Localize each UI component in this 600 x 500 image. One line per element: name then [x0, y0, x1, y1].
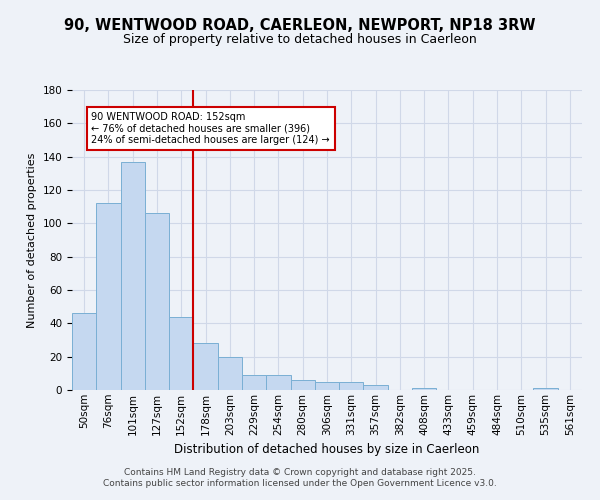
- Bar: [242, 375, 266, 390]
- X-axis label: Distribution of detached houses by size in Caerleon: Distribution of detached houses by size …: [175, 443, 479, 456]
- Bar: [266, 375, 290, 390]
- Bar: [412, 388, 436, 390]
- Bar: [145, 214, 169, 390]
- Bar: [121, 162, 145, 390]
- Bar: [290, 380, 315, 390]
- Text: 90 WENTWOOD ROAD: 152sqm
← 76% of detached houses are smaller (396)
24% of semi-: 90 WENTWOOD ROAD: 152sqm ← 76% of detach…: [91, 112, 330, 145]
- Text: Size of property relative to detached houses in Caerleon: Size of property relative to detached ho…: [123, 32, 477, 46]
- Bar: [364, 385, 388, 390]
- Bar: [96, 204, 121, 390]
- Bar: [72, 314, 96, 390]
- Bar: [339, 382, 364, 390]
- Text: Contains HM Land Registry data © Crown copyright and database right 2025.
Contai: Contains HM Land Registry data © Crown c…: [103, 468, 497, 487]
- Bar: [218, 356, 242, 390]
- Y-axis label: Number of detached properties: Number of detached properties: [27, 152, 37, 328]
- Bar: [533, 388, 558, 390]
- Bar: [315, 382, 339, 390]
- Bar: [169, 316, 193, 390]
- Bar: [193, 344, 218, 390]
- Text: 90, WENTWOOD ROAD, CAERLEON, NEWPORT, NP18 3RW: 90, WENTWOOD ROAD, CAERLEON, NEWPORT, NP…: [64, 18, 536, 32]
